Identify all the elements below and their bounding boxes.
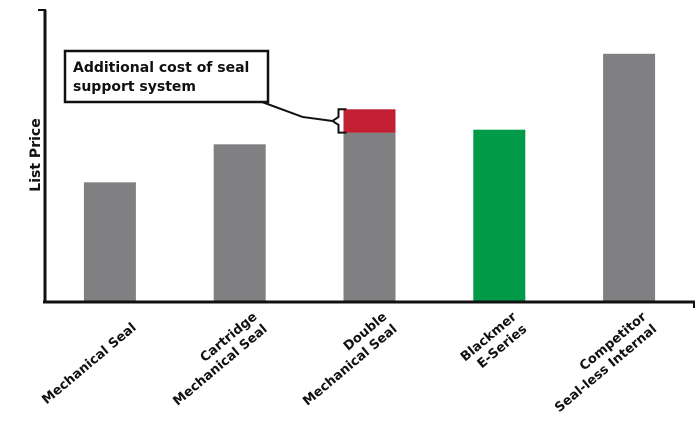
x-tick-labels: Mechanical Seal CartridgeMechanical Seal D… bbox=[39, 309, 660, 415]
annotation-line-1: Additional cost of seal bbox=[73, 60, 249, 76]
x-tick-label: CompetitorSeal-less Internal bbox=[542, 309, 661, 415]
annotation-callout: Additional cost of seal support system bbox=[63, 49, 347, 134]
bar-segment-0-0 bbox=[83, 182, 136, 302]
annotation-line-2: support system bbox=[73, 79, 196, 95]
bar-segment-2-1 bbox=[343, 109, 396, 133]
annotation-leader-line bbox=[261, 101, 333, 122]
x-tick-label-line: Mechanical Seal bbox=[39, 320, 139, 407]
x-tick-label-line: Seal-less Internal bbox=[552, 322, 660, 416]
bar-segment-1-0 bbox=[213, 144, 266, 302]
x-tick-label: BlackmerE-Series bbox=[458, 309, 531, 377]
x-tick-label: Mechanical Seal bbox=[39, 320, 139, 407]
bar-segment-4-0 bbox=[603, 53, 656, 302]
bar-segment-2-0 bbox=[343, 132, 396, 302]
x-tick-label: CartridgeMechanical Seal bbox=[160, 309, 271, 409]
bar-segment-3-0 bbox=[473, 129, 526, 302]
annotation-bracket bbox=[330, 108, 347, 134]
y-axis-title: List Price bbox=[28, 118, 44, 191]
annotation-text: Additional cost of seal support system bbox=[73, 60, 254, 95]
bars-layer bbox=[83, 53, 656, 302]
x-tick-label: DoubleMechanical Seal bbox=[290, 309, 401, 409]
annotation-box bbox=[63, 49, 270, 104]
